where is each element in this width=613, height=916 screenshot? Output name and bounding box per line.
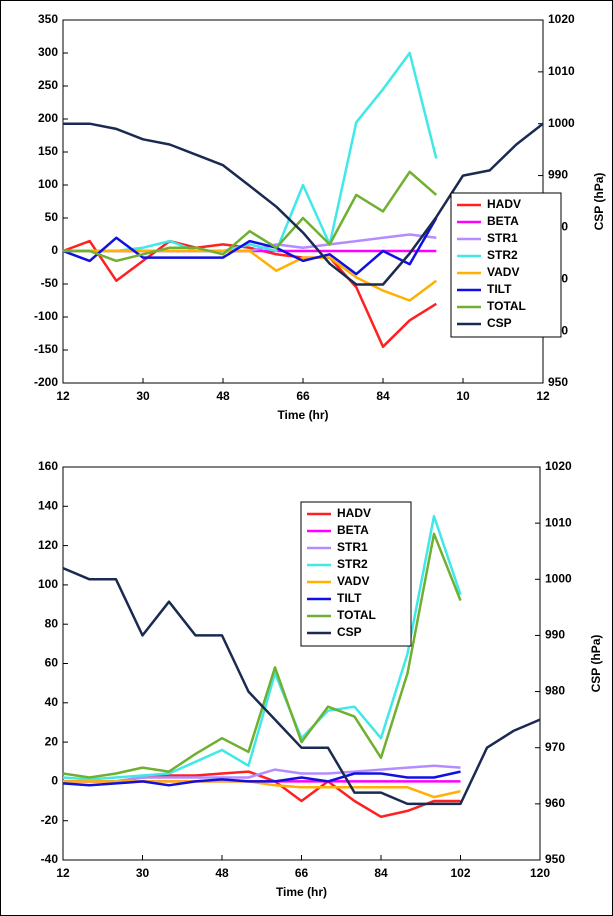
x-tick-label: 102: [450, 866, 470, 880]
x-tick-label: 12: [536, 389, 550, 403]
x-tick-label: 12: [56, 389, 70, 403]
legend-box: [450, 192, 562, 338]
y-tick-label: -150: [34, 342, 58, 356]
y2-tick-label: 1010: [548, 64, 575, 78]
y2-tick-label: 1000: [545, 571, 572, 585]
x-tick-label: 66: [296, 389, 310, 403]
y2-axis-label: CSP (hPa): [589, 635, 603, 693]
legend-box: [300, 501, 412, 647]
x-axis-label: Time (hr): [276, 885, 327, 899]
y-tick-label: -100: [34, 309, 58, 323]
y-tick-label: 350: [38, 12, 58, 26]
y2-tick-label: 970: [545, 740, 565, 754]
legend-label: TOTAL: [337, 608, 376, 622]
x-tick-label: 48: [215, 866, 229, 880]
y-tick-label: -200: [34, 375, 58, 389]
y-tick-label: -40: [41, 852, 59, 866]
y2-tick-label: 990: [548, 168, 568, 182]
y-tick-label: 80: [45, 616, 59, 630]
y-tick-label: 140: [38, 498, 58, 512]
series-line: [63, 249, 438, 302]
legend-label: STR1: [337, 540, 368, 554]
y2-tick-label: 950: [548, 375, 568, 389]
series-line: [62, 566, 541, 806]
legend-label: BETA: [337, 523, 369, 537]
series-line: [63, 170, 438, 263]
legend-label: TILT: [337, 591, 362, 605]
x-tick-label: 30: [136, 866, 150, 880]
y-tick-label: -20: [41, 813, 59, 827]
legend-label: TOTAL: [487, 299, 526, 313]
legend-label: STR2: [337, 557, 368, 571]
y-tick-label: 0: [51, 243, 58, 257]
y-tick-label: 40: [45, 695, 59, 709]
x-tick-label: 66: [295, 866, 309, 880]
series-line: [62, 770, 461, 787]
y-tick-label: -50: [41, 276, 59, 290]
legend-label: HADV: [337, 506, 371, 520]
y-tick-label: 100: [38, 577, 58, 591]
y2-tick-label: 1010: [545, 515, 572, 529]
x-tick-label: 10: [456, 389, 470, 403]
series-line: [62, 217, 438, 276]
y-tick-label: 300: [38, 45, 58, 59]
y-tick-label: 100: [38, 177, 58, 191]
legend-label: CSP: [487, 316, 512, 330]
y-tick-label: 200: [38, 111, 58, 125]
series-line: [62, 514, 462, 781]
y2-axis-label: CSP (hPa): [592, 173, 606, 231]
y-tick-label: 20: [45, 734, 59, 748]
y2-tick-label: 990: [545, 628, 565, 642]
series-line: [62, 239, 437, 348]
y-tick-label: 250: [38, 78, 58, 92]
legend-label: BETA: [487, 214, 519, 228]
legend-label: CSP: [337, 625, 362, 639]
x-tick-label: 30: [136, 389, 150, 403]
y2-tick-label: 1000: [548, 116, 575, 130]
series-line: [62, 532, 462, 779]
legend-label: STR1: [487, 231, 518, 245]
series-line: [63, 122, 544, 286]
legend-label: HADV: [487, 197, 521, 211]
y-tick-label: 120: [38, 538, 58, 552]
x-axis-label: Time (hr): [277, 408, 328, 422]
x-tick-label: 12: [56, 866, 70, 880]
x-tick-label: 48: [216, 389, 230, 403]
legend-label: VADV: [487, 265, 519, 279]
legend-label: STR2: [487, 248, 518, 262]
legend-label: VADV: [337, 574, 369, 588]
y2-tick-label: 980: [545, 684, 565, 698]
x-tick-label: 120: [530, 866, 550, 880]
legend-label: TILT: [487, 282, 512, 296]
y-tick-label: 150: [38, 144, 58, 158]
y2-tick-label: 1020: [545, 459, 572, 473]
y-tick-label: 160: [38, 459, 58, 473]
y-tick-label: 50: [45, 210, 59, 224]
y-tick-label: 0: [51, 774, 58, 788]
y2-tick-label: 950: [545, 852, 565, 866]
y-tick-label: 60: [45, 656, 59, 670]
series-line: [63, 764, 461, 783]
x-tick-label: 84: [374, 866, 388, 880]
x-tick-label: 84: [376, 389, 390, 403]
y2-tick-label: 1020: [548, 12, 575, 26]
y2-tick-label: 960: [545, 796, 565, 810]
